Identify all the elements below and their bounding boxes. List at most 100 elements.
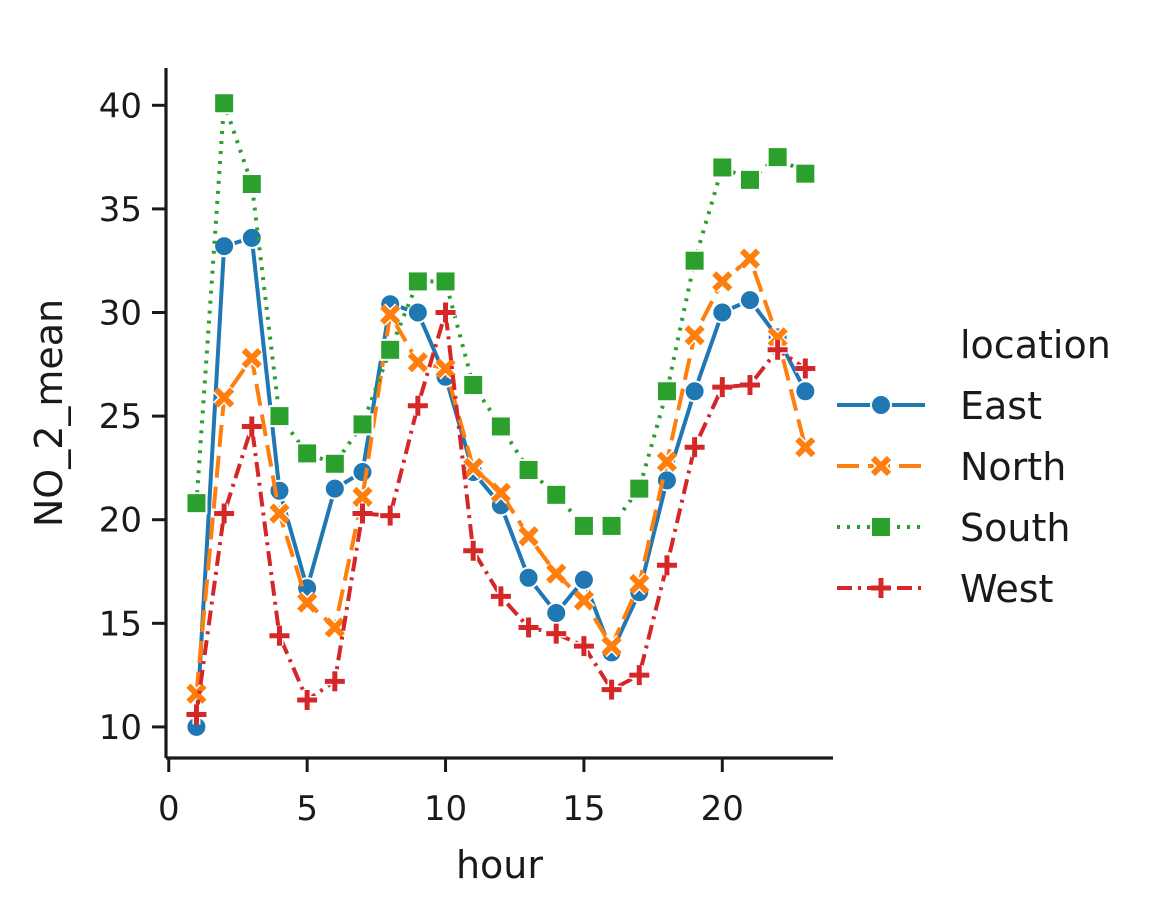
legend-item-north: North (837, 445, 1066, 489)
series-layer (185, 92, 817, 738)
legend-item-east: East (837, 384, 1042, 428)
data-point-north (295, 591, 319, 614)
data-point-west (712, 377, 733, 398)
data-point-south (655, 380, 678, 403)
data-point-north (683, 324, 706, 347)
data-point-west (739, 375, 760, 396)
data-point-east (213, 235, 236, 258)
y-tick-label: 20 (99, 501, 142, 541)
y-tick-label: 15 (99, 604, 142, 644)
data-point-west (518, 617, 539, 638)
y-tick-label: 30 (99, 294, 142, 334)
data-point-north (711, 270, 734, 293)
data-point-north (517, 525, 540, 548)
data-point-north (600, 634, 623, 658)
data-point-west (407, 395, 428, 416)
data-point-east (406, 301, 429, 324)
data-point-south (434, 270, 457, 293)
legend-title: location (960, 323, 1111, 367)
legend-label-north: North (960, 445, 1066, 489)
legend-marker-north (869, 454, 893, 478)
axes: 10 15 20 25 30 35 40 0 5 10 15 20 hour NO_2_mean (27, 68, 833, 887)
legend-label-west: West (960, 567, 1053, 611)
data-point-north (794, 436, 817, 459)
data-point-west (324, 671, 345, 692)
data-point-north (185, 682, 208, 705)
y-tick-label: 25 (99, 397, 142, 437)
data-point-north (462, 456, 485, 480)
data-point-west (490, 586, 511, 607)
data-point-north (489, 481, 513, 504)
data-point-north (268, 502, 291, 525)
data-point-west (795, 358, 816, 379)
data-point-east (351, 461, 374, 484)
data-point-south (572, 514, 595, 537)
data-point-east (323, 477, 346, 500)
data-point-east (794, 380, 817, 403)
data-point-south (185, 492, 208, 515)
data-point-north (212, 386, 236, 409)
data-point-east (240, 226, 263, 249)
x-tick-label: 20 (701, 789, 744, 829)
data-point-west (186, 704, 207, 725)
y-axis-title: NO_2_mean (27, 299, 71, 527)
data-point-south (489, 415, 512, 438)
y-tick-label: 40 (99, 86, 142, 126)
data-point-west (573, 636, 594, 657)
data-point-south (268, 405, 291, 428)
data-point-east (545, 601, 568, 624)
x-tick-label: 10 (424, 789, 467, 829)
series-east (185, 226, 817, 738)
data-point-north (545, 562, 568, 585)
data-point-west (269, 625, 290, 646)
data-point-south (462, 374, 485, 397)
data-point-north (351, 485, 374, 509)
data-point-north (378, 303, 402, 326)
data-point-south (766, 146, 789, 169)
data-point-west (435, 302, 456, 323)
data-point-north (240, 346, 263, 370)
data-point-south (545, 483, 568, 506)
series-line-north (194, 256, 808, 694)
data-point-west (241, 416, 262, 437)
data-point-north (434, 357, 457, 380)
data-point-east (738, 289, 761, 312)
data-point-west (546, 623, 567, 644)
data-point-north (738, 247, 762, 270)
data-point-west (656, 555, 677, 576)
data-point-west (297, 689, 318, 710)
legend-item-west: West (837, 567, 1053, 611)
data-point-south (379, 338, 402, 361)
x-tick-label: 15 (562, 789, 605, 829)
data-point-north (323, 616, 347, 639)
data-point-east (572, 568, 595, 591)
x-tick-label: 0 (158, 789, 180, 829)
data-point-west (380, 505, 401, 526)
data-point-south (738, 168, 761, 191)
legend-marker-south (870, 516, 892, 538)
data-point-south (711, 156, 734, 179)
legend: location East North South West (837, 323, 1111, 611)
data-point-south (296, 442, 319, 465)
x-tick-label: 5 (296, 789, 318, 829)
data-point-north (406, 351, 430, 374)
data-point-north (766, 326, 789, 349)
series-north (185, 247, 817, 705)
data-point-south (628, 477, 651, 500)
series-line-west (194, 310, 807, 715)
data-point-north (655, 450, 679, 473)
y-tick-label: 35 (99, 190, 142, 230)
data-point-west (463, 540, 484, 561)
data-point-west (352, 503, 373, 524)
data-point-south (351, 413, 374, 436)
series-west (186, 302, 816, 725)
data-point-east (517, 566, 540, 589)
data-point-south (240, 173, 263, 196)
data-point-south (683, 249, 706, 272)
data-point-south (406, 270, 429, 293)
data-point-west (214, 503, 235, 524)
data-point-south (600, 514, 623, 537)
data-point-south (794, 162, 817, 185)
